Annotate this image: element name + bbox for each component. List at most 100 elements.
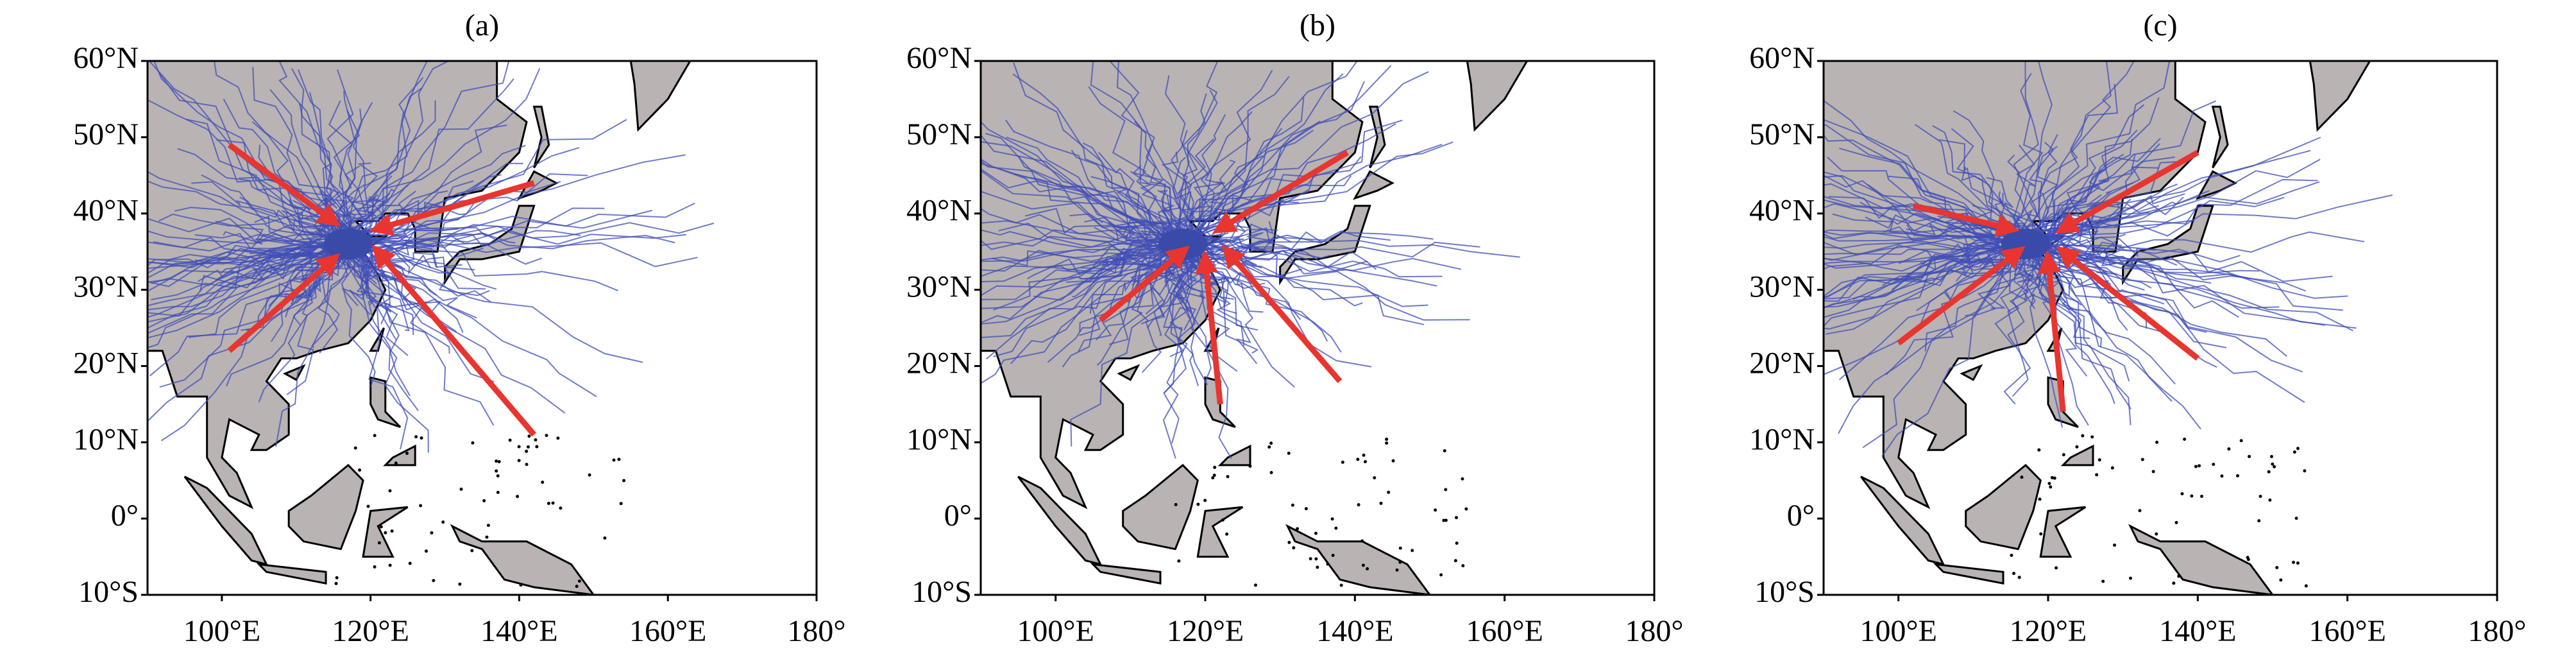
- land: [383, 444, 416, 466]
- trajectory: [355, 236, 698, 268]
- trajectory: [2033, 234, 2115, 404]
- trajectory: [148, 246, 363, 286]
- island: [459, 487, 463, 491]
- trajectory: [2019, 237, 2201, 430]
- trajectory: [148, 237, 348, 279]
- land: [1217, 444, 1251, 466]
- trajectory: [1167, 128, 1283, 251]
- trajectory: [1824, 248, 2017, 309]
- trajectory: [347, 202, 695, 234]
- island: [1287, 540, 1291, 544]
- island: [1366, 567, 1369, 570]
- land: [2047, 376, 2079, 428]
- y-tick-label: 50°N: [73, 117, 139, 151]
- panel-title: (c): [2143, 8, 2177, 42]
- trajectory: [1824, 124, 2012, 244]
- map-panel: (a) 100°E 120°E 140°E 160°E 180° 60°N 50°N 40°N 3…: [73, 8, 845, 648]
- y-tick-label: 50°N: [906, 117, 972, 151]
- trajectory: [328, 100, 361, 241]
- island: [1287, 451, 1291, 455]
- trajectory: [2024, 244, 2090, 339]
- trajectory: [344, 154, 686, 254]
- island: [485, 535, 489, 539]
- trajectory: [1169, 123, 1396, 238]
- trajectory: [148, 232, 343, 307]
- island: [519, 583, 523, 587]
- trajectory: [1174, 246, 1425, 325]
- island: [547, 501, 550, 505]
- island: [482, 499, 486, 502]
- trajectory: [1182, 90, 1218, 246]
- island: [2271, 462, 2275, 466]
- trajectory: [1951, 128, 2029, 246]
- island: [1248, 465, 1252, 468]
- trajectory: [148, 241, 359, 339]
- island: [541, 480, 545, 484]
- island: [335, 576, 339, 579]
- island: [534, 438, 538, 441]
- land: [2211, 105, 2229, 169]
- trajectory: [1824, 227, 2033, 243]
- island: [419, 504, 423, 508]
- island: [1225, 532, 1229, 536]
- island: [1292, 546, 1296, 550]
- trajectory: [335, 246, 409, 450]
- panel-title: (a): [465, 8, 499, 42]
- island: [1357, 503, 1360, 507]
- island: [1212, 474, 1216, 477]
- island: [517, 459, 521, 463]
- arrow: [1221, 244, 1343, 384]
- island: [2038, 497, 2042, 501]
- island: [1314, 531, 1318, 535]
- trajectory: [351, 230, 581, 247]
- x-tick-label: 160°E: [2309, 614, 2386, 648]
- land: [2128, 524, 2274, 595]
- island: [1253, 583, 1257, 587]
- trajectory: [981, 171, 1176, 239]
- y-tick-label: 10°S: [78, 575, 139, 609]
- y-tick-label: 20°N: [73, 346, 139, 380]
- y-tick-label: 30°N: [73, 270, 139, 304]
- arrow: [227, 142, 341, 227]
- island: [2296, 561, 2300, 565]
- island: [2183, 437, 2187, 441]
- map-panel: (b) 100°E 120°E 140°E 160°E 180° 60°N 50°N 40°N 3…: [906, 8, 1683, 648]
- island: [2110, 466, 2114, 470]
- island: [1434, 508, 1437, 512]
- x-tick-label: 120°E: [2010, 614, 2087, 648]
- trajectory: [148, 171, 343, 241]
- island: [486, 524, 490, 527]
- island: [1379, 501, 1383, 505]
- island: [2190, 494, 2194, 498]
- trajectory: [981, 207, 1192, 236]
- trajectory: [326, 69, 354, 246]
- arrow: [2055, 150, 2199, 234]
- x-tick-label: 180°: [1625, 614, 1683, 648]
- island: [1213, 465, 1217, 469]
- trajectory: [2013, 73, 2044, 234]
- island: [2177, 574, 2181, 578]
- land: [1353, 170, 1395, 200]
- island: [1391, 459, 1395, 463]
- y-tick-label: 60°N: [73, 41, 139, 75]
- island: [425, 549, 428, 553]
- island: [2140, 458, 2144, 461]
- island: [1331, 553, 1335, 557]
- trajectory: [1824, 240, 2026, 265]
- trajectory: [153, 61, 358, 250]
- land: [2039, 506, 2087, 558]
- trajectory: [215, 221, 341, 249]
- island: [432, 579, 436, 583]
- arrow: [2038, 250, 2066, 413]
- x-tick-label: 160°E: [629, 614, 707, 648]
- island: [1267, 445, 1271, 449]
- trajectory: [993, 241, 1172, 357]
- land: [256, 563, 327, 585]
- trajectory: [1163, 246, 1196, 444]
- island: [2194, 465, 2198, 468]
- source-region: [2001, 228, 2050, 260]
- island: [1314, 557, 1318, 561]
- y-tick-label: 30°N: [906, 270, 972, 304]
- trajectory: [981, 246, 1191, 300]
- land: [1285, 524, 1431, 595]
